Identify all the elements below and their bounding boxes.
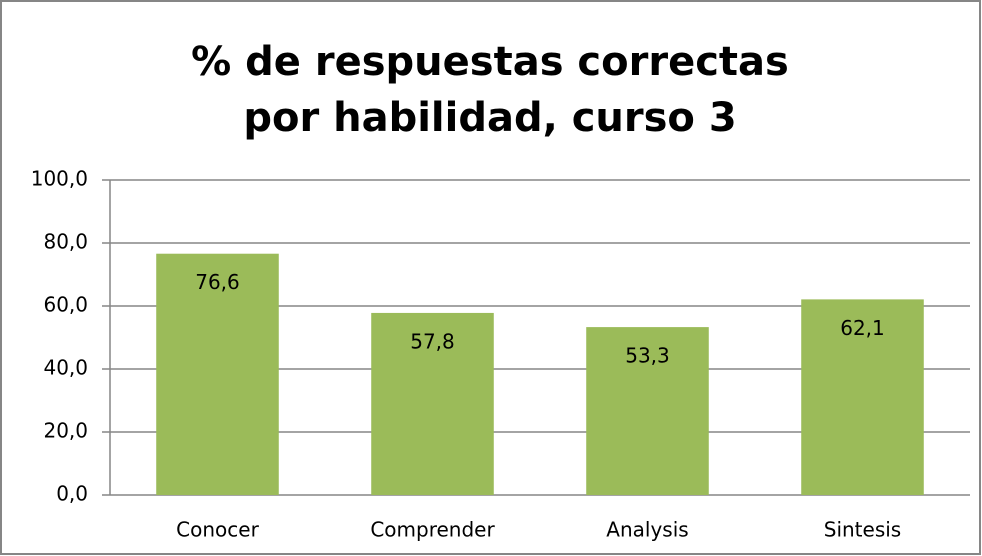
x-tick-label: Sintesis: [824, 518, 901, 542]
bar: [586, 327, 709, 495]
data-label: 62,1: [840, 316, 885, 340]
x-tick-label: Comprender: [370, 518, 495, 542]
x-tick-label: Conocer: [176, 518, 259, 542]
y-tick-label: 80,0: [43, 230, 88, 254]
bar: [801, 299, 924, 495]
data-label: 57,8: [410, 329, 455, 353]
y-tick-label: 20,0: [43, 419, 88, 443]
data-label: 76,6: [195, 270, 240, 294]
chart-title: % de respuestas correctas por habilidad,…: [191, 39, 789, 141]
y-tick-label: 100,0: [31, 167, 88, 191]
data-label: 53,3: [625, 344, 670, 368]
y-tick-label: 40,0: [43, 356, 88, 380]
bar: [156, 253, 279, 495]
bar: [371, 312, 494, 495]
y-tick-label: 60,0: [43, 293, 88, 317]
x-tick-label: Analysis: [606, 518, 688, 542]
y-tick-label: 0,0: [56, 482, 88, 506]
